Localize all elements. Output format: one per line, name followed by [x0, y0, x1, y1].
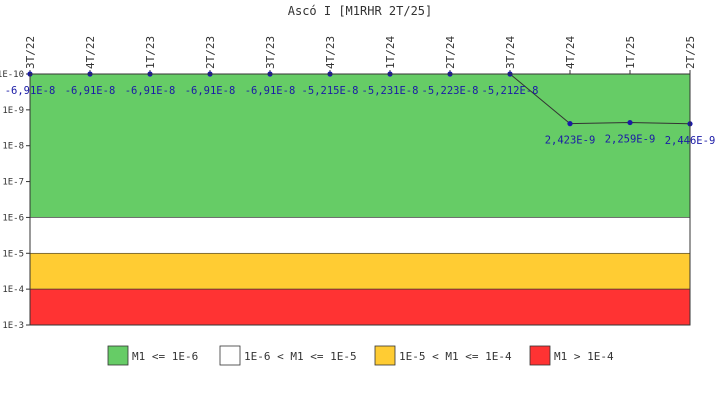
band-3 [29, 288, 691, 326]
legend-label: M1 <= 1E-6 [132, 350, 198, 363]
y-tick-label: 1E-7 [2, 178, 24, 188]
data-point [567, 121, 573, 127]
data-labels: -6,91E-8 -6,91E-8 -6,91E-8 -6,91E-8 -6,91E-8… [5, 85, 716, 147]
y-tick-label: 1E-10 [0, 70, 24, 80]
y-tick-label: 1E-3 [2, 321, 24, 331]
x-tick-label: 1T/25 [624, 36, 637, 69]
legend-label: 1E-6 < M1 <= 1E-5 [244, 350, 357, 363]
y-tick-label: 1E-4 [2, 285, 24, 295]
y-tick-label: 1E-8 [2, 142, 24, 152]
x-tick-label: 3T/24 [504, 36, 517, 69]
data-label: -5,212E-8 [482, 85, 539, 97]
y-axis: 1E-10 1E-9 1E-8 1E-7 1E-6 1E-5 1E-4 1E-3 [0, 70, 30, 331]
legend-label: M1 > 1E-4 [554, 350, 614, 363]
band-2 [29, 252, 691, 290]
x-tick-label: 2T/25 [684, 36, 697, 69]
data-label: -6,91E-8 [125, 85, 176, 97]
plot-frame [29, 73, 691, 326]
data-label: -5,215E-8 [302, 85, 359, 97]
band-0 [29, 73, 691, 218]
threshold-bands [29, 73, 691, 326]
chart-title: Ascó I [M1RHR 2T/25] [288, 4, 433, 18]
data-label: -5,231E-8 [362, 85, 419, 97]
x-axis: 3T/22 4T/22 1T/23 2T/23 3T/23 4T/23 1T/24 2T/24… [24, 36, 697, 74]
y-tick-label: 1E-9 [2, 106, 24, 116]
legend-swatch [219, 345, 241, 366]
data-point [627, 119, 633, 126]
data-label: -5,223E-8 [422, 85, 479, 97]
legend-swatch [529, 345, 551, 366]
x-tick-label: 4T/23 [324, 36, 337, 69]
x-tick-label: 1T/23 [144, 36, 157, 69]
data-label: -6,91E-8 [185, 85, 236, 97]
x-tick-label: 1T/24 [384, 36, 397, 69]
data-label: -6,91E-8 [245, 85, 296, 97]
x-tick-label: 4T/24 [564, 36, 577, 69]
y-tick-label: 1E-5 [2, 249, 24, 259]
y-tick-label: 1E-6 [2, 213, 24, 223]
x-tick-label: 2T/23 [204, 36, 217, 69]
x-tick-label: 4T/22 [84, 36, 97, 69]
legend-label: 1E-5 < M1 <= 1E-4 [399, 350, 512, 363]
x-tick-label: 3T/22 [24, 36, 37, 69]
legend-swatch [107, 345, 129, 366]
data-label: 2,259E-9 [605, 134, 656, 146]
legend-swatch [374, 345, 396, 366]
legend: M1 <= 1E-6 1E-6 < M1 <= 1E-5 1E-5 < M1 <= … [107, 345, 614, 366]
data-label: -6,91E-8 [65, 85, 116, 97]
data-label: 2,423E-9 [545, 135, 596, 147]
x-tick-label: 2T/24 [444, 36, 457, 69]
band-1 [29, 217, 691, 254]
x-tick-label: 3T/23 [264, 36, 277, 69]
